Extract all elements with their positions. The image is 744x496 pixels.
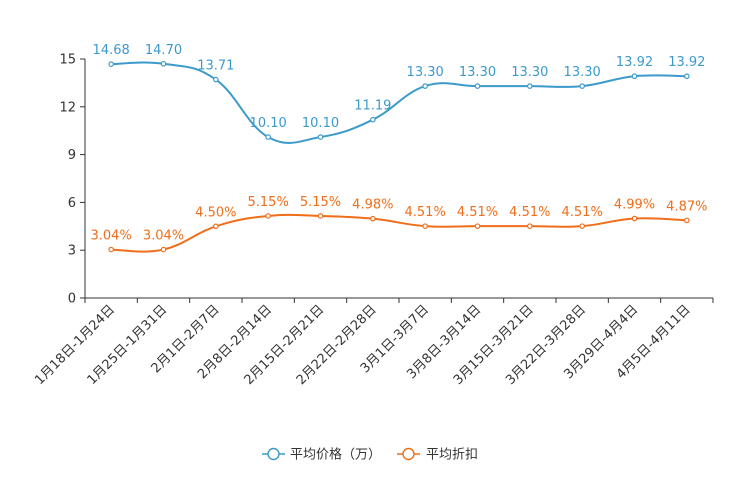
data-label: 13.92	[668, 55, 705, 70]
series-layer: 14.68 14.70 13.71 10.10 10.10 11.19 13.30 13.30…	[91, 43, 707, 253]
y-tick-label: 6	[68, 196, 76, 211]
data-label: 13.30	[511, 65, 548, 80]
data-label: 13.92	[616, 55, 653, 70]
data-point[interactable]	[108, 246, 114, 253]
data-point[interactable]	[265, 213, 271, 219]
data-point[interactable]	[265, 134, 271, 140]
data-point[interactable]	[317, 213, 324, 219]
legend-marker	[267, 447, 280, 461]
legend-label: 平均价格（万）	[290, 447, 381, 463]
data-point[interactable]	[631, 73, 638, 80]
data-label: 4.50%	[195, 205, 236, 220]
legend[interactable]: 平均价格（万） 平均折扣	[262, 447, 478, 463]
series-0: 14.68 14.70 13.71 10.10 10.10 11.19 13.30 13.30…	[93, 43, 705, 145]
data-label: 4.51%	[405, 205, 446, 220]
data-point[interactable]	[579, 223, 585, 229]
data-point[interactable]	[317, 134, 324, 140]
series-line	[111, 213, 687, 253]
y-tick-label: 0	[68, 292, 76, 307]
legend-item-0[interactable]: 平均价格（万）	[262, 447, 381, 463]
series-1: 3.04% 3.04% 4.50% 5.15% 5.15% 4.98% 4.51% 4.51%…	[91, 195, 707, 253]
data-label: 13.30	[407, 65, 444, 80]
legend-item-1[interactable]: 平均折扣	[397, 448, 478, 463]
data-point[interactable]	[422, 83, 428, 89]
data-point[interactable]	[474, 223, 481, 229]
data-label: 10.10	[250, 116, 287, 131]
data-point[interactable]	[422, 223, 428, 229]
data-label: 4.87%	[666, 199, 707, 214]
data-point[interactable]	[684, 217, 690, 224]
data-point[interactable]	[108, 61, 114, 67]
y-tick-label: 12	[59, 100, 76, 115]
data-label: 10.10	[302, 116, 339, 131]
data-point[interactable]	[527, 83, 533, 89]
data-label: 3.04%	[143, 229, 184, 244]
data-label: 13.30	[564, 65, 601, 80]
data-point[interactable]	[213, 223, 219, 230]
y-tick-label: 9	[68, 148, 76, 163]
data-label: 4.98%	[352, 198, 393, 213]
data-point[interactable]	[160, 246, 167, 253]
y-tick-label: 15	[59, 53, 76, 68]
legend-label: 平均折扣	[426, 448, 478, 463]
data-label: 4.99%	[614, 197, 655, 212]
data-label: 11.19	[354, 99, 391, 114]
data-label: 3.04%	[91, 229, 132, 244]
data-point[interactable]	[160, 60, 167, 67]
data-label: 14.68	[93, 43, 130, 58]
data-point[interactable]	[370, 116, 376, 123]
data-label: 4.51%	[457, 205, 498, 220]
data-point[interactable]	[370, 215, 376, 222]
data-label: 13.30	[459, 65, 496, 80]
data-point[interactable]	[474, 83, 481, 89]
legend-marker	[402, 447, 415, 461]
data-label: 5.15%	[248, 195, 289, 210]
data-label: 5.15%	[300, 195, 341, 210]
data-label: 13.71	[197, 59, 234, 74]
data-point[interactable]	[213, 76, 219, 83]
data-label: 4.51%	[562, 205, 603, 220]
data-label: 4.51%	[509, 205, 550, 220]
y-tick-label: 3	[68, 244, 76, 259]
data-point[interactable]	[684, 73, 690, 80]
data-point[interactable]	[527, 223, 533, 229]
data-point[interactable]	[579, 83, 585, 89]
data-point[interactable]	[631, 215, 638, 222]
data-label: 14.70	[145, 43, 182, 58]
